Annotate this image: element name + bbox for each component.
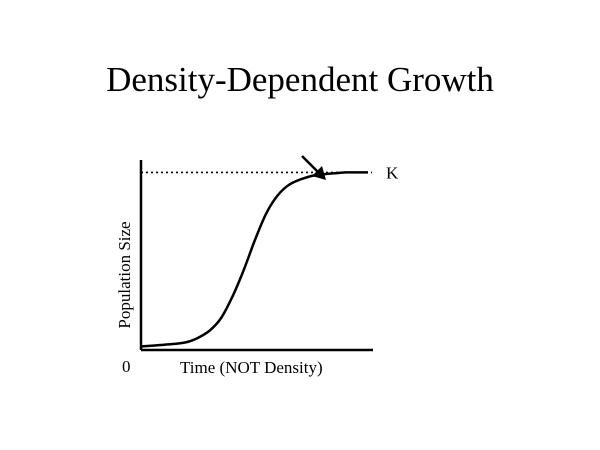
carrying-capacity-arrow	[301, 155, 326, 180]
y-axis-label: Population Size	[115, 221, 134, 328]
growth-curve	[141, 171, 368, 348]
x-axis-label: Time (NOT Density)	[180, 358, 323, 377]
origin-label: 0	[122, 357, 131, 376]
carrying-capacity-label: K	[386, 163, 399, 182]
arrow-shaft	[301, 155, 319, 173]
slide-title: Density-Dependent Growth	[106, 60, 494, 99]
arrow-head	[312, 166, 326, 180]
